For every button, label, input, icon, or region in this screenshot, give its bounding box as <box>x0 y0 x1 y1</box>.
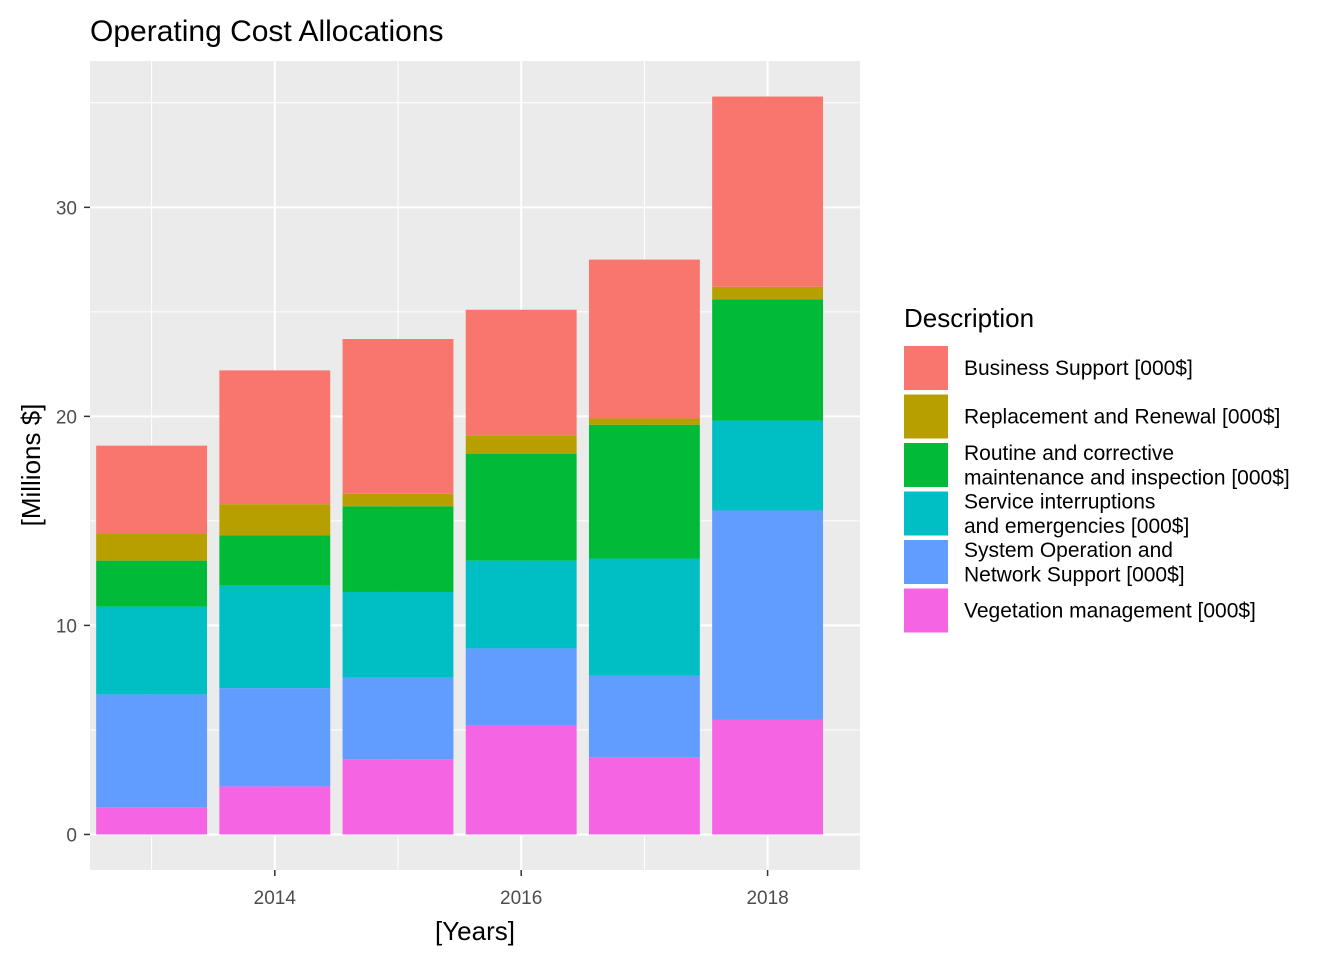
bar-segment <box>588 757 700 835</box>
bar-segment <box>465 560 577 649</box>
legend-title: Description <box>904 303 1034 333</box>
y-axis: 0 10 20 30 <box>56 198 90 846</box>
bar-segment <box>342 339 454 494</box>
y-tick-label: 20 <box>56 407 77 428</box>
bar-segment <box>96 533 208 561</box>
bar-segment <box>588 418 700 425</box>
bar-segment <box>712 286 824 300</box>
bar-segment <box>712 420 824 511</box>
bar-segment <box>96 560 208 607</box>
legend-label: maintenance and inspection [000$] <box>964 466 1290 489</box>
bar-segment <box>465 435 577 455</box>
bar-segment <box>342 493 454 507</box>
bar-segment <box>712 510 824 720</box>
legend-label: System Operation and <box>964 539 1173 562</box>
y-tick-label: 10 <box>56 616 77 637</box>
bar-segment <box>342 677 454 760</box>
bar-segment <box>342 506 454 592</box>
bar-segment <box>465 309 577 436</box>
bar-segment <box>588 558 700 676</box>
legend-label: Replacement and Renewal [000$] <box>964 406 1280 429</box>
legend-key <box>904 491 948 536</box>
legend-key <box>904 346 948 390</box>
bar-segment <box>588 259 700 419</box>
bar-segment <box>342 759 454 835</box>
legend-label: Vegetation management [000$] <box>964 600 1256 623</box>
bar-segment <box>219 535 331 586</box>
bar-segment <box>712 719 824 835</box>
y-tick-label: 0 <box>66 825 77 846</box>
bar-segment <box>96 606 208 695</box>
legend-label: and emergencies [000$] <box>964 515 1189 538</box>
legend-label: Service interruptions <box>964 490 1155 513</box>
legend-key <box>904 540 948 584</box>
y-axis-label: [Millions $] <box>16 404 46 527</box>
bar-segment <box>465 725 577 835</box>
bar-segment <box>465 454 577 561</box>
chart-title: Operating Cost Allocations <box>90 15 444 48</box>
legend-key <box>904 588 948 633</box>
bar-segment <box>96 807 208 835</box>
x-tick-label: 2016 <box>500 888 542 909</box>
legend-key <box>904 443 948 487</box>
bar-stack-group <box>96 96 824 835</box>
legend-label: Network Support [000$] <box>964 563 1185 586</box>
legend-label: Business Support [000$] <box>964 357 1193 380</box>
bar-segment <box>219 688 331 787</box>
x-tick-label: 2018 <box>746 888 788 909</box>
bar-segment <box>712 299 824 421</box>
bar-segment <box>342 591 454 678</box>
bar-segment <box>465 648 577 726</box>
bar-segment <box>219 585 331 689</box>
bar-segment <box>712 96 824 287</box>
bar-segment <box>96 445 208 534</box>
x-tick-label: 2014 <box>254 888 297 909</box>
bar-segment <box>96 694 208 808</box>
legend-key <box>904 394 948 439</box>
bar-segment <box>588 675 700 758</box>
x-axis-label: [Years] <box>435 916 515 946</box>
bar-segment <box>219 786 331 835</box>
legend: Business Support [000$] Replacement and R… <box>904 346 1290 633</box>
bar-segment <box>588 424 700 559</box>
y-tick-label: 30 <box>56 198 77 219</box>
bar-segment <box>219 504 331 536</box>
bar-segment <box>219 370 331 505</box>
legend-label: Routine and corrective <box>964 442 1174 465</box>
x-axis: 2014 2016 2018 <box>254 870 789 909</box>
